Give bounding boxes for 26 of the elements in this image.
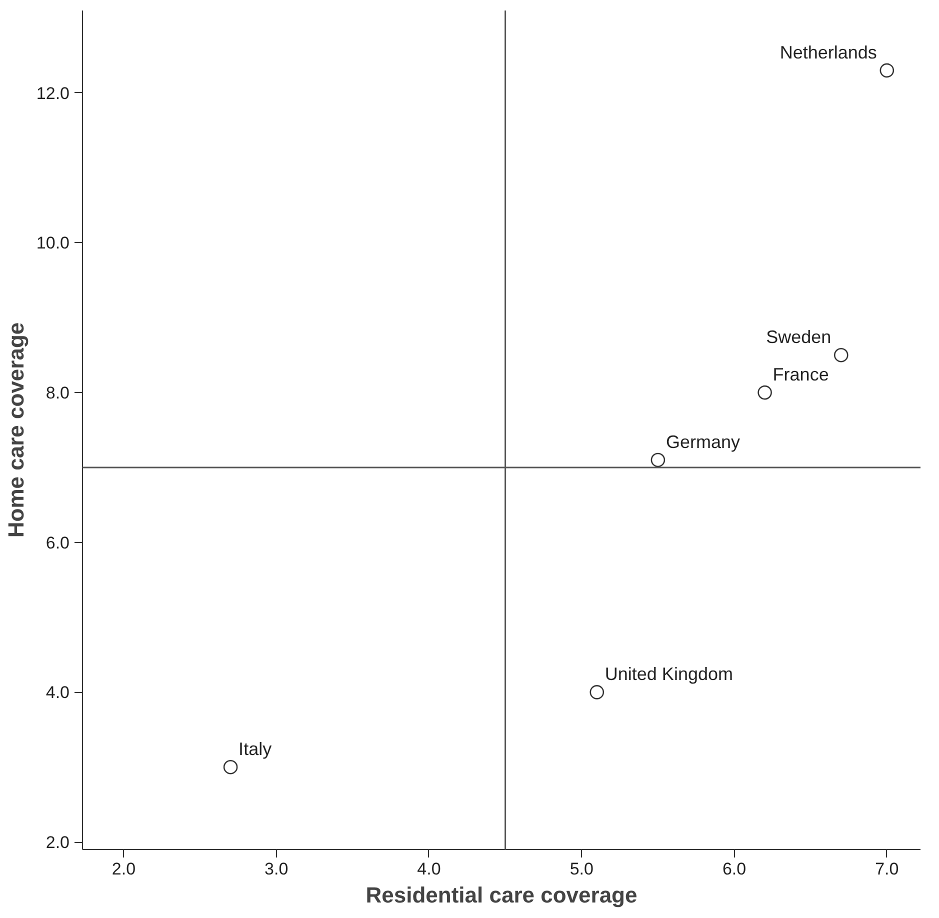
annotation: Italy	[238, 739, 272, 760]
x-tick-label: 3.0	[264, 860, 288, 878]
y-tick-label: 12.0	[36, 84, 70, 103]
x-tick-label: 4.0	[417, 860, 441, 878]
y-tick-label: 10.0	[36, 234, 70, 253]
y-tick-label: 6.0	[46, 533, 70, 552]
x-tick-label: 2.0	[112, 860, 136, 878]
point	[880, 63, 894, 78]
y-tick-label: 4.0	[46, 683, 70, 702]
annotation: France	[772, 364, 829, 385]
x-tick-label: 5.0	[570, 860, 594, 878]
annotation: Sweden	[766, 327, 832, 348]
annotation: United Kingdom	[604, 664, 733, 684]
y-axis-title: Home care coverage	[3, 322, 28, 538]
point	[223, 760, 238, 774]
annotation: Germany	[666, 432, 740, 452]
x-axis-title: Residential care coverage	[366, 882, 638, 908]
point	[758, 385, 772, 400]
point	[650, 452, 666, 468]
x-tick-label: 7.0	[875, 860, 899, 878]
point	[590, 685, 604, 700]
point	[834, 348, 848, 362]
y-tick-label: 8.0	[46, 384, 70, 403]
x-tick-label: 6.0	[722, 860, 746, 878]
y-tick-label: 2.0	[46, 833, 70, 852]
annotation: Netherlands	[780, 42, 877, 62]
